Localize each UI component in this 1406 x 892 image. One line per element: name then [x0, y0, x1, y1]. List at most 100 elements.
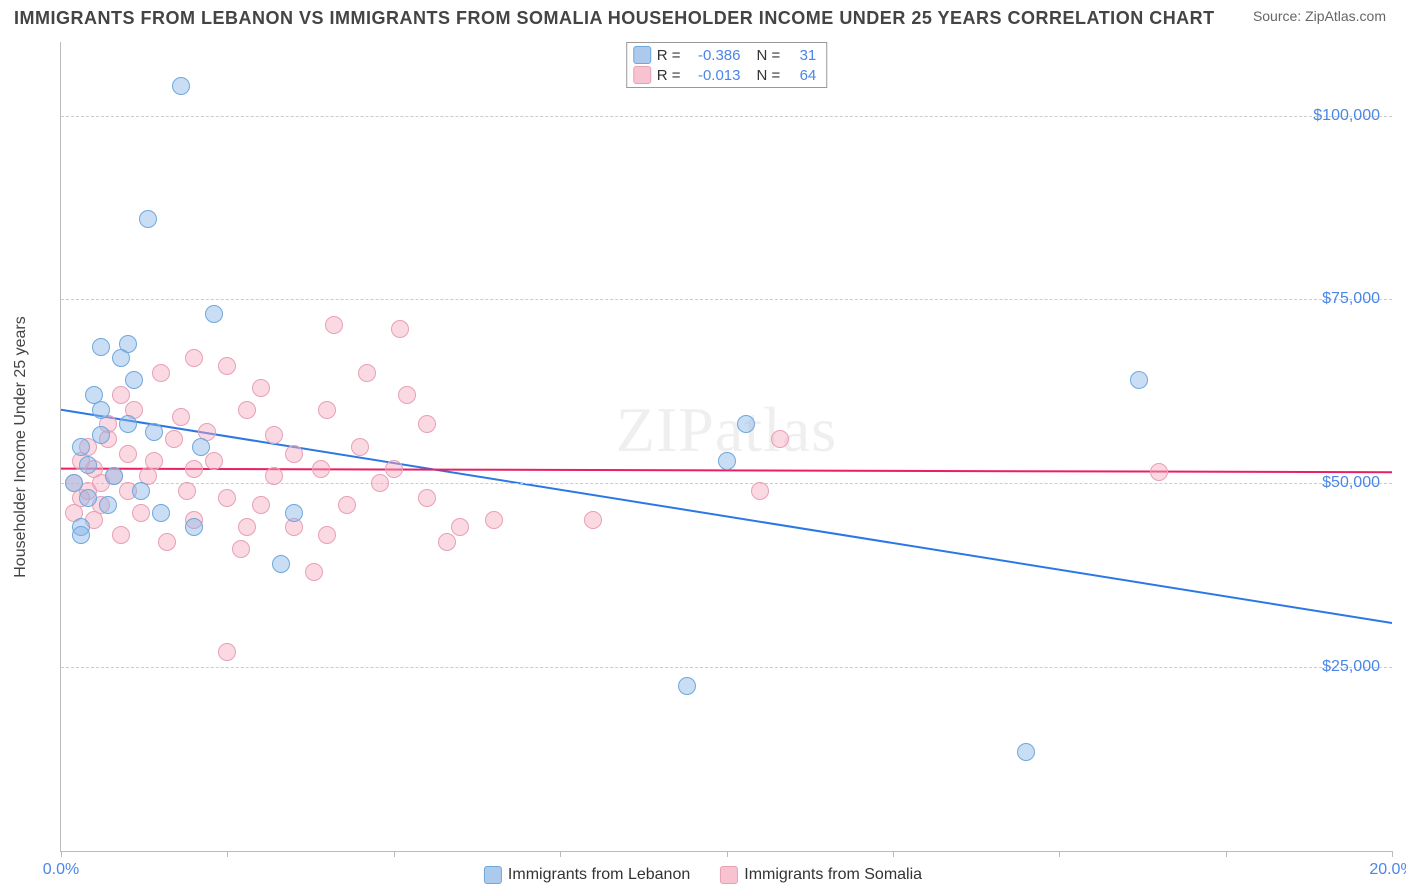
scatter-point	[105, 467, 123, 485]
legend-label: Immigrants from Somalia	[744, 866, 922, 883]
chart-title: IMMIGRANTS FROM LEBANON VS IMMIGRANTS FR…	[14, 8, 1215, 29]
scatter-point	[238, 401, 256, 419]
scatter-point	[92, 401, 110, 419]
correlation-legend: R = -0.386 N = 31 R = -0.013 N = 64	[626, 42, 828, 88]
scatter-point	[385, 460, 403, 478]
gridline-horizontal	[61, 299, 1392, 300]
legend-item: Immigrants from Lebanon	[484, 866, 690, 884]
legend-row: R = -0.386 N = 31	[633, 45, 817, 65]
scatter-point	[92, 338, 110, 356]
scatter-point	[678, 677, 696, 695]
scatter-point	[1150, 463, 1168, 481]
x-tick-mark	[1226, 851, 1227, 857]
chart-container: ZIPatlas R =-0.386N =31R =-0.013N =64 Ho…	[60, 42, 1392, 852]
scatter-point	[391, 320, 409, 338]
scatter-point	[1017, 743, 1035, 761]
scatter-point	[418, 489, 436, 507]
x-tick-mark	[61, 851, 62, 857]
scatter-point	[218, 489, 236, 507]
scatter-point	[265, 426, 283, 444]
scatter-point	[92, 426, 110, 444]
scatter-point	[205, 305, 223, 323]
scatter-point	[145, 423, 163, 441]
legend-n-value: 64	[786, 67, 816, 84]
scatter-point	[358, 364, 376, 382]
legend-swatch	[633, 46, 651, 64]
plot-area: ZIPatlas R =-0.386N =31R =-0.013N =64 Ho…	[60, 42, 1392, 852]
x-tick-label: 0.0%	[43, 861, 79, 879]
scatter-point	[371, 474, 389, 492]
scatter-point	[119, 415, 137, 433]
series-legend: Immigrants from Lebanon Immigrants from S…	[484, 866, 922, 884]
scatter-point	[172, 408, 190, 426]
scatter-point	[351, 438, 369, 456]
legend-row: R = -0.013 N = 64	[633, 65, 817, 85]
scatter-point	[238, 518, 256, 536]
y-tick-label: $75,000	[1322, 290, 1380, 308]
scatter-point	[312, 460, 330, 478]
legend-r-value: -0.386	[687, 47, 741, 64]
scatter-point	[398, 386, 416, 404]
legend-swatch	[720, 866, 738, 884]
scatter-point	[318, 401, 336, 419]
y-tick-label: $100,000	[1313, 107, 1380, 125]
scatter-point	[99, 496, 117, 514]
gridline-horizontal	[61, 667, 1392, 668]
legend-item: Immigrants from Somalia	[720, 866, 922, 884]
scatter-point	[139, 210, 157, 228]
scatter-point	[185, 518, 203, 536]
scatter-point	[65, 474, 83, 492]
scatter-point	[418, 415, 436, 433]
scatter-point	[218, 357, 236, 375]
scatter-point	[79, 456, 97, 474]
legend-n-label: N =	[757, 47, 781, 64]
scatter-point	[771, 430, 789, 448]
scatter-point	[72, 438, 90, 456]
x-tick-mark	[1059, 851, 1060, 857]
scatter-point	[285, 445, 303, 463]
scatter-point	[218, 643, 236, 661]
scatter-point	[152, 364, 170, 382]
scatter-point	[265, 467, 283, 485]
scatter-point	[252, 496, 270, 514]
scatter-point	[132, 504, 150, 522]
trend-line	[61, 410, 1392, 623]
scatter-point	[305, 563, 323, 581]
scatter-point	[112, 349, 130, 367]
scatter-point	[165, 430, 183, 448]
legend-swatch	[633, 66, 651, 84]
x-tick-label: 20.0%	[1369, 861, 1406, 879]
scatter-point	[737, 415, 755, 433]
scatter-point	[79, 489, 97, 507]
x-tick-mark	[727, 851, 728, 857]
scatter-point	[438, 533, 456, 551]
scatter-point	[325, 316, 343, 334]
legend-r-value: -0.013	[687, 67, 741, 84]
legend-n-value: 31	[786, 47, 816, 64]
scatter-point	[272, 555, 290, 573]
scatter-point	[158, 533, 176, 551]
y-tick-label: $50,000	[1322, 474, 1380, 492]
x-tick-mark	[893, 851, 894, 857]
trend-lines	[61, 42, 1392, 851]
scatter-point	[252, 379, 270, 397]
scatter-point	[72, 526, 90, 544]
scatter-point	[125, 371, 143, 389]
scatter-point	[285, 504, 303, 522]
chart-header: IMMIGRANTS FROM LEBANON VS IMMIGRANTS FR…	[0, 0, 1406, 33]
legend-r-label: R =	[657, 47, 681, 64]
x-tick-mark	[227, 851, 228, 857]
scatter-point	[318, 526, 336, 544]
scatter-point	[232, 540, 250, 558]
scatter-point	[172, 77, 190, 95]
y-axis-label: Householder Income Under 25 years	[12, 316, 30, 577]
scatter-point	[112, 386, 130, 404]
scatter-point	[192, 438, 210, 456]
legend-r-label: R =	[657, 67, 681, 84]
legend-n-label: N =	[757, 67, 781, 84]
y-tick-label: $25,000	[1322, 658, 1380, 676]
gridline-horizontal	[61, 483, 1392, 484]
scatter-point	[152, 504, 170, 522]
x-tick-mark	[1392, 851, 1393, 857]
legend-label: Immigrants from Lebanon	[508, 866, 690, 883]
